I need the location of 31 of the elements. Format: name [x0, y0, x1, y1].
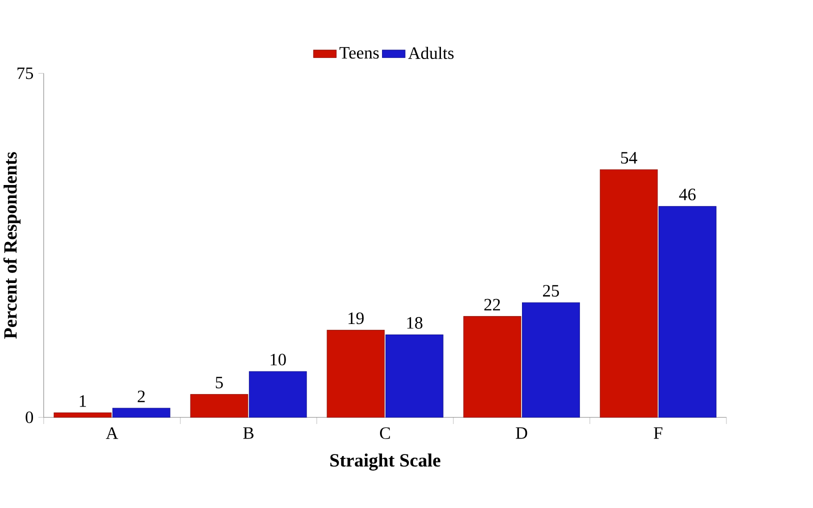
x-tick-label: C — [380, 427, 390, 440]
bar — [463, 316, 522, 418]
y-tick-label: 75 — [18, 68, 34, 80]
bar — [522, 302, 580, 418]
data-label: 46 — [679, 188, 696, 200]
data-label: 1 — [80, 395, 86, 407]
x-tick-label: A — [106, 427, 118, 439]
bar — [600, 169, 658, 418]
bar — [190, 394, 248, 418]
bar — [326, 330, 385, 418]
data-label: 19 — [348, 312, 364, 324]
data-label: 10 — [270, 354, 286, 366]
x-tick-label: F — [654, 427, 662, 439]
bar — [54, 412, 112, 418]
bar — [658, 206, 716, 418]
bar — [112, 408, 170, 418]
data-label: 22 — [484, 298, 500, 310]
data-label: 25 — [543, 284, 559, 297]
y-axis-title: Percent of Respondents — [3, 152, 21, 339]
data-label: 54 — [621, 152, 638, 164]
legend-label: Teens — [340, 47, 379, 59]
x-tick-label: D — [516, 427, 528, 439]
data-label: 18 — [407, 317, 422, 329]
x-axis-title: Straight Scale — [330, 454, 440, 471]
bar — [385, 334, 444, 418]
y-tick-label: 0 — [26, 411, 34, 424]
bar — [248, 371, 307, 418]
x-tick-label: B — [243, 427, 254, 439]
legend-label: Adults — [408, 46, 454, 60]
data-label: 5 — [216, 376, 223, 388]
data-label: 2 — [138, 390, 145, 402]
